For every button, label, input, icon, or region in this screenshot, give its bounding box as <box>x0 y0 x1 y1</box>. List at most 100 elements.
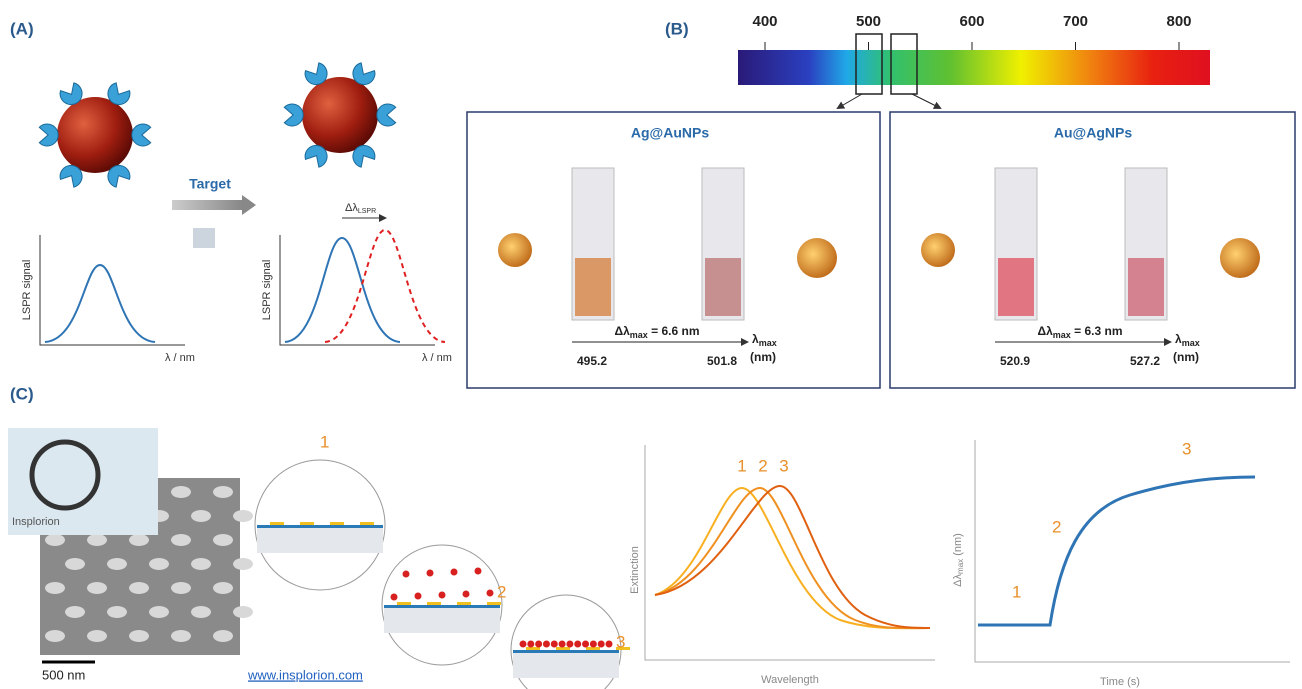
symbol: λ <box>752 332 759 346</box>
start-value: 520.9 <box>1000 354 1030 368</box>
disk <box>233 510 253 522</box>
end-value: 501.8 <box>707 354 737 368</box>
box-title: Ag@AuNPs <box>631 125 709 141</box>
axis-label: λmax <box>752 332 777 348</box>
receptor <box>352 62 376 86</box>
x-label: λ / nm <box>165 352 195 364</box>
disk <box>213 534 233 546</box>
particle <box>330 522 344 525</box>
disk <box>213 486 233 498</box>
peak-label: 2 <box>758 456 767 475</box>
step-label: 3 <box>616 632 625 651</box>
curve <box>654 484 931 629</box>
panel-label: (B) <box>665 19 689 38</box>
disk <box>171 486 191 498</box>
disk <box>87 534 107 546</box>
analyte <box>426 569 434 577</box>
box <box>466 111 881 389</box>
analyte <box>402 570 410 578</box>
receptor <box>107 82 131 106</box>
tick-label: 800 <box>1166 13 1191 30</box>
x-label: λ / nm <box>422 352 452 364</box>
disk <box>149 558 169 570</box>
layer <box>384 605 500 608</box>
analyte <box>535 640 543 648</box>
receptor <box>59 82 83 106</box>
disk <box>233 606 253 618</box>
disk <box>213 582 233 594</box>
analyte <box>589 640 597 648</box>
disk <box>171 534 191 546</box>
target-protein <box>193 228 215 248</box>
particle <box>427 602 441 605</box>
tick-label: 700 <box>1063 13 1088 30</box>
axis <box>39 235 185 346</box>
box <box>889 111 1296 389</box>
particle <box>397 602 411 605</box>
disk <box>191 606 211 618</box>
particle <box>1220 238 1260 278</box>
analyte <box>558 640 566 648</box>
analyte <box>597 640 605 648</box>
arrow <box>911 93 942 109</box>
y-label: Δλmax (nm) <box>952 533 965 587</box>
solution <box>705 258 741 316</box>
step-label: 1 <box>320 432 329 451</box>
particle <box>586 647 600 650</box>
shift-label: Δλmax = 6.6 nm <box>614 324 699 340</box>
arrow <box>836 93 863 110</box>
solution <box>575 258 611 316</box>
symbol: Δλ <box>614 324 630 338</box>
disk <box>65 606 85 618</box>
disk <box>107 558 127 570</box>
receptor <box>38 123 59 147</box>
particle <box>797 238 837 278</box>
end-value: 527.2 <box>1130 354 1160 368</box>
disk <box>171 582 191 594</box>
y-label: LSPR signal <box>21 260 33 321</box>
disk <box>129 534 149 546</box>
disk <box>87 582 107 594</box>
symbol: λ <box>1175 332 1182 346</box>
phase-label: 3 <box>1182 439 1191 458</box>
panel-label: (A) <box>10 19 34 38</box>
disk <box>45 630 65 642</box>
tick-label: 400 <box>752 13 777 30</box>
sub: max <box>1053 330 1071 340</box>
disk <box>65 558 85 570</box>
analyte <box>527 640 535 648</box>
sub: max <box>1182 338 1200 348</box>
curve <box>44 263 156 343</box>
receptor <box>131 123 152 147</box>
spectrum-bar <box>738 50 1210 85</box>
shift-label: ΔλLSPR <box>345 202 376 215</box>
curve <box>654 486 931 630</box>
particle <box>498 233 532 267</box>
curve-shifted <box>324 228 446 343</box>
particle <box>487 602 501 605</box>
brand: Insplorion <box>12 516 60 528</box>
particle <box>360 522 374 525</box>
particle <box>270 522 284 525</box>
particle <box>526 647 540 650</box>
disk <box>87 630 107 642</box>
layer <box>513 650 619 653</box>
link[interactable]: www.insplorion.com <box>247 667 363 682</box>
y-label: LSPR signal <box>261 260 273 321</box>
receptor <box>352 144 376 168</box>
disk <box>149 606 169 618</box>
analyte <box>390 593 398 601</box>
step-label: 2 <box>497 582 506 601</box>
particle <box>616 647 630 650</box>
phase-label: 2 <box>1052 517 1061 536</box>
unit: (nm) <box>1173 350 1199 364</box>
x-label: Wavelength <box>761 674 819 686</box>
disk <box>129 630 149 642</box>
disk <box>45 582 65 594</box>
arrow-head <box>242 195 256 215</box>
disk <box>107 606 127 618</box>
sub: max <box>759 338 777 348</box>
analyte <box>414 592 422 600</box>
analyte <box>542 640 550 648</box>
